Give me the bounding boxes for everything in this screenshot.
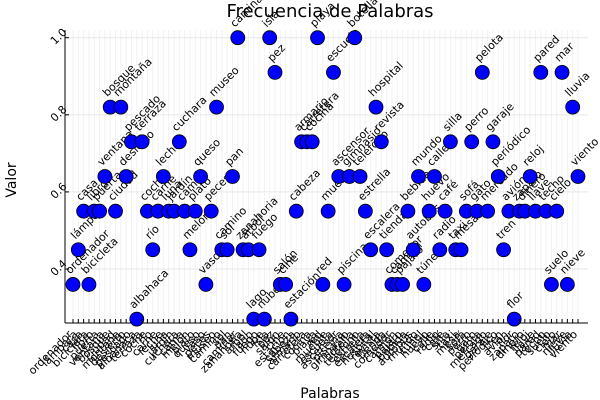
point [570,169,586,184]
point [421,203,437,219]
point [395,277,410,292]
point [336,277,352,292]
point [485,134,501,150]
point [506,311,522,327]
point [118,169,134,184]
point [171,134,187,150]
point [134,134,150,150]
chart-title: Frecuencia de Palabras [226,1,433,22]
point [379,242,395,258]
point [480,203,496,219]
point [203,203,219,219]
point-annotation: hospital [366,59,406,99]
point [182,242,198,258]
point [416,277,432,292]
point [65,277,81,292]
point [373,134,389,150]
point [187,203,203,219]
point [559,277,575,292]
point [522,169,538,184]
point [405,242,421,258]
point [225,169,240,184]
point [427,169,442,184]
point [533,65,549,80]
point [81,277,97,292]
point [209,99,224,115]
point [432,242,448,258]
point [145,242,161,258]
point-annotation: albahaca [127,267,172,312]
point [565,99,581,115]
point [193,169,208,184]
point [70,242,86,258]
point [97,169,113,184]
point-annotation: cuchara [169,94,209,134]
point [363,242,379,258]
point [219,242,235,258]
point [267,65,283,80]
point-annotation: tren [494,217,519,242]
point [310,30,325,46]
point [251,242,267,258]
point [357,203,373,219]
y-tick-label: 1.0 [48,26,70,48]
point [155,169,171,184]
point-annotation: río [143,222,163,242]
point [283,311,299,327]
point [443,134,458,150]
point [288,203,304,219]
point [326,65,341,80]
point [256,311,272,327]
point [490,169,506,184]
point [108,203,123,219]
point [544,277,559,292]
y-tick-label: 0.8 [48,103,70,125]
point-annotation: reloj [520,143,546,169]
point [230,30,246,46]
point-annotation: museo [206,64,241,99]
point [352,169,368,184]
point [320,203,336,219]
point [304,134,320,150]
point [453,242,469,258]
point [347,30,363,46]
point [278,277,294,292]
point [411,169,426,184]
y-tick-label: 0.6 [48,180,70,202]
point [474,65,490,80]
point [198,277,214,292]
point [464,134,480,150]
point [437,203,453,219]
point-annotation: flor [504,289,526,311]
point [92,203,107,219]
point [400,203,416,219]
point [262,30,278,46]
y-axis-label: Valor [4,162,20,198]
point [496,242,511,258]
point [554,65,570,80]
point [113,99,129,115]
point [315,277,331,292]
point [129,311,145,327]
point [368,99,384,115]
point [549,203,565,219]
x-axis-label: Palabras [300,386,359,400]
